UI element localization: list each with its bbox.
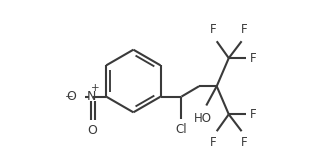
Text: Cl: Cl bbox=[175, 123, 187, 136]
Text: F: F bbox=[210, 136, 217, 149]
Text: −: − bbox=[65, 92, 73, 102]
Text: O: O bbox=[67, 90, 76, 103]
Text: HO: HO bbox=[194, 112, 212, 125]
Text: F: F bbox=[241, 23, 247, 36]
Text: F: F bbox=[241, 136, 247, 149]
Text: F: F bbox=[250, 108, 256, 121]
Text: F: F bbox=[250, 52, 256, 65]
Text: O: O bbox=[88, 124, 98, 137]
Text: N: N bbox=[86, 90, 96, 103]
Text: +: + bbox=[91, 83, 99, 93]
Text: F: F bbox=[210, 23, 217, 36]
